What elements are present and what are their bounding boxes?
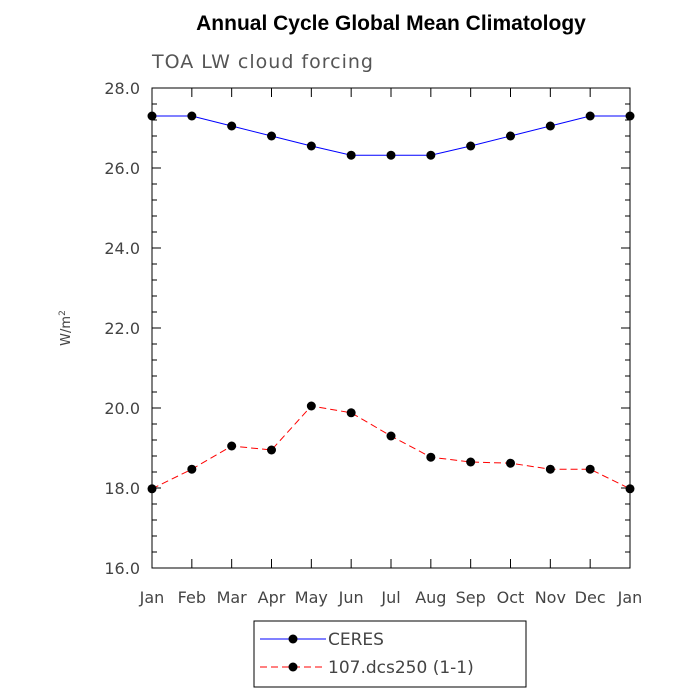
series-1-point bbox=[426, 452, 436, 462]
legend: CERES 107.dcs250 (1-1) bbox=[253, 620, 527, 688]
y-tick-label: 22.0 bbox=[104, 319, 140, 338]
series-line-0 bbox=[152, 115, 630, 156]
legend-marker-model bbox=[288, 662, 298, 672]
series-0-point bbox=[585, 111, 595, 121]
y-tick-label: 20.0 bbox=[104, 399, 140, 418]
x-tick-label: May bbox=[295, 588, 328, 607]
series-1-point bbox=[545, 464, 555, 474]
series-1-point bbox=[267, 445, 276, 455]
series-1-point bbox=[386, 431, 396, 441]
series-1-point bbox=[187, 464, 197, 474]
series-0-point bbox=[227, 121, 237, 131]
series-1-point bbox=[227, 441, 237, 451]
x-tick-label: Mar bbox=[217, 588, 248, 607]
series-0-point bbox=[625, 111, 635, 121]
series-0-point bbox=[545, 121, 555, 131]
x-tick-label: Sep bbox=[456, 588, 486, 607]
y-tick-label: 26.0 bbox=[104, 159, 140, 178]
x-tick-label: Nov bbox=[535, 588, 566, 607]
legend-label-ceres: CERES bbox=[328, 630, 384, 650]
series-0-point bbox=[267, 131, 276, 141]
series-1-point bbox=[506, 458, 515, 468]
y-tick-label: 16.0 bbox=[104, 559, 140, 578]
y-tick-label: 24.0 bbox=[104, 239, 140, 258]
plot-frame bbox=[151, 87, 631, 569]
series-1-point bbox=[625, 484, 635, 494]
chart-subtitle: TOA LW cloud forcing bbox=[151, 51, 374, 73]
series-1-point bbox=[346, 408, 356, 418]
series-0-point bbox=[187, 111, 197, 121]
x-tick-label: Feb bbox=[178, 588, 206, 607]
series-0-point bbox=[466, 141, 476, 151]
x-tick-label: Dec bbox=[575, 588, 606, 607]
x-axis-ticks: Jan Feb Mar Apr May Jun Jul Aug Sep Oct Nov Dec Jan bbox=[139, 88, 643, 607]
series-0-point bbox=[426, 150, 436, 160]
legend-marker-ceres bbox=[288, 634, 298, 644]
x-tick-label: Jan bbox=[139, 588, 165, 607]
series-1-point bbox=[466, 457, 476, 467]
chart-title: Annual Cycle Global Mean Climatology bbox=[196, 12, 586, 35]
series-0-point bbox=[306, 141, 316, 151]
y-axis-ticks: 16.0 18.0 20.0 22.0 24.0 26.0 28.0 bbox=[104, 79, 630, 578]
x-tick-label: Aug bbox=[415, 588, 446, 607]
x-tick-label: Oct bbox=[497, 588, 525, 607]
series-1-point bbox=[306, 401, 316, 411]
series-layer bbox=[147, 111, 635, 494]
series-line-1 bbox=[151, 405, 631, 490]
series-0-point bbox=[147, 111, 157, 121]
series-1-point bbox=[585, 464, 595, 474]
series-0-point bbox=[386, 150, 396, 160]
x-tick-label: Jul bbox=[380, 588, 400, 607]
x-tick-label: Apr bbox=[258, 588, 286, 607]
legend-label-model: 107.dcs250 (1-1) bbox=[328, 658, 474, 678]
y-axis-label: W/m2 bbox=[58, 310, 74, 346]
legend-box bbox=[253, 620, 527, 688]
x-tick-label: Jun bbox=[338, 588, 364, 607]
series-1-point bbox=[147, 484, 157, 494]
series-0-point bbox=[346, 150, 356, 160]
x-tick-label: Jan bbox=[617, 588, 643, 607]
series-0-point bbox=[506, 131, 515, 141]
y-tick-label: 18.0 bbox=[104, 479, 140, 498]
y-tick-label: 28.0 bbox=[104, 79, 140, 98]
